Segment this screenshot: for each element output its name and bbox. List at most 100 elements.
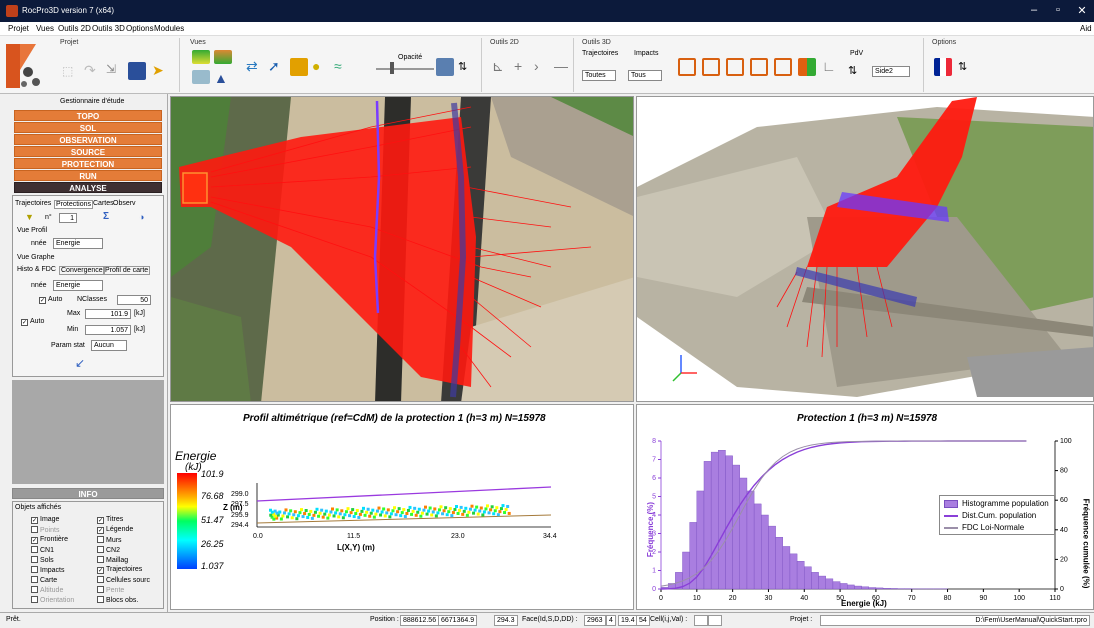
obj-image-checkbox[interactable]: ✓ Image	[31, 516, 60, 524]
histogram-bar	[854, 585, 862, 590]
adjust-icon[interactable]: ⇅	[458, 61, 468, 73]
subtab-observ[interactable]: Observ	[113, 200, 136, 207]
pointer-icon[interactable]: ➚	[268, 58, 280, 74]
open-icon[interactable]: ⇲	[106, 62, 117, 76]
graph-export-icon[interactable]: ↙	[75, 356, 86, 370]
menu-modules[interactable]: Modules	[154, 24, 185, 33]
auto2-checkbox[interactable]: ✓ Auto	[21, 318, 45, 326]
tab-sol[interactable]: SOL	[14, 122, 162, 133]
half-circle-icon[interactable]: ◑	[139, 212, 145, 222]
obj-blocs-obs--checkbox[interactable]: Blocs obs.	[97, 596, 138, 604]
obj-pente-checkbox[interactable]: Pente	[97, 586, 124, 594]
auto-checkbox[interactable]: ✓ Auto	[39, 296, 63, 304]
graph-tab-histo[interactable]: Histo & FDC	[17, 266, 56, 273]
flag-icon[interactable]	[934, 58, 952, 76]
cube-color-icon[interactable]	[798, 58, 816, 76]
pdv-select[interactable]: Side2	[872, 66, 910, 77]
subtab-protections[interactable]: Protections	[54, 200, 94, 209]
subtab-cartes[interactable]: Cartes	[93, 200, 114, 207]
obj-cn1-checkbox[interactable]: CN1	[31, 546, 54, 554]
layer-icon[interactable]: ≈	[334, 58, 342, 74]
refresh-icon[interactable]: ⇄	[246, 58, 258, 74]
filter-icon[interactable]: ▼	[25, 212, 34, 222]
cube-back-icon[interactable]	[750, 58, 768, 76]
impacts-select[interactable]: Tous	[628, 70, 662, 81]
save-icon[interactable]	[128, 62, 146, 80]
x-tick-label: 0	[659, 595, 663, 602]
angle-tool-icon[interactable]: ›	[534, 58, 539, 74]
pdv-adjust-icon[interactable]: ⇅	[848, 65, 858, 77]
cube-front-icon[interactable]	[678, 58, 696, 76]
param-stat-select[interactable]: Aucun	[91, 340, 127, 351]
obj-cellules-sourc-checkbox[interactable]: Cellules sourc	[97, 576, 150, 584]
tab-source[interactable]: SOURCE	[14, 146, 162, 157]
opacity-slider[interactable]	[376, 68, 434, 70]
light-icon[interactable]: ●	[312, 58, 321, 74]
obj-cn2-checkbox[interactable]: CN2	[97, 546, 120, 554]
impact-point	[397, 507, 401, 511]
menu-outils2d[interactable]: Outils 2D	[58, 24, 91, 33]
obj-murs-checkbox[interactable]: Murs	[97, 536, 122, 544]
nclasses-field[interactable]: 50	[117, 295, 151, 305]
obj-l-gende-checkbox[interactable]: ✓ Légende	[97, 526, 134, 534]
min-field[interactable]: 1.057	[85, 325, 131, 335]
tab-topo[interactable]: TOPO	[14, 110, 162, 121]
tab-protection[interactable]: PROTECTION	[14, 158, 162, 169]
obj-sols-checkbox[interactable]: Sols	[31, 556, 54, 564]
subtab-trajectoires[interactable]: Trajectoires	[15, 200, 52, 207]
obj-titres-checkbox[interactable]: ✓ Titres	[97, 516, 124, 524]
cube-right-icon[interactable]	[726, 58, 744, 76]
sigma-icon[interactable]: Σ	[103, 211, 110, 222]
graph-tab-profil-carte[interactable]: Profil de carte	[103, 266, 151, 275]
view-map-icon[interactable]	[214, 50, 232, 64]
trajectoires-select[interactable]: Toutes	[582, 70, 616, 81]
profil-data-select[interactable]: Energie	[53, 238, 103, 249]
obj-altitude-checkbox[interactable]: Altitude	[31, 586, 63, 594]
graph-tab-convergence[interactable]: Convergence	[59, 266, 105, 275]
opacity-slider-handle[interactable]	[390, 62, 394, 74]
options-adjust-icon[interactable]: ⇅	[958, 61, 968, 73]
print-icon[interactable]	[436, 58, 454, 76]
map-view[interactable]	[170, 96, 634, 402]
tab-analyse[interactable]: ANALYSE	[14, 182, 162, 193]
3d-view[interactable]	[636, 96, 1094, 402]
obj-trajectoires-checkbox[interactable]: ✓ Trajectoires	[97, 566, 143, 574]
cube-top-icon[interactable]	[774, 58, 792, 76]
histogram-bar	[703, 461, 712, 590]
menu-aide[interactable]: Aid	[1080, 24, 1092, 33]
obj-impacts-checkbox[interactable]: Impacts	[31, 566, 65, 574]
line-tool-icon[interactable]: —	[554, 58, 568, 74]
max-field[interactable]: 101.9	[85, 309, 131, 319]
cube-left-icon[interactable]	[702, 58, 720, 76]
view-topo-icon[interactable]	[192, 50, 210, 64]
tab-run[interactable]: RUN	[14, 170, 162, 181]
obj-points-checkbox[interactable]: Points	[31, 526, 59, 534]
protection-number-field[interactable]: 1	[59, 213, 77, 223]
redo-icon[interactable]: ↷	[84, 62, 96, 78]
impact-point	[334, 511, 338, 515]
profile-view[interactable]: Profil altimétrique (ref=CdM) de la prot…	[170, 404, 634, 610]
view-graph-icon[interactable]: ▲	[214, 70, 228, 86]
new-icon[interactable]: ⬚	[62, 64, 74, 78]
minimize-button[interactable]: –	[1030, 4, 1038, 16]
info-tab[interactable]: INFO	[12, 488, 164, 499]
histogram-view[interactable]: Protection 1 (h=3 m) N=15978 Fréquence (…	[636, 404, 1094, 610]
obj-carte-checkbox[interactable]: Carte	[31, 576, 57, 584]
obj-orientation-checkbox[interactable]: Orientation	[31, 596, 74, 604]
menu-options[interactable]: Options	[126, 24, 154, 33]
graph-data-select[interactable]: Energie	[53, 280, 103, 291]
profile-tool-icon[interactable]: ⊾	[492, 58, 504, 74]
obj-maillag-checkbox[interactable]: Maillag	[97, 556, 128, 564]
view-profile-icon[interactable]	[192, 70, 210, 84]
obj-fronti-re-checkbox[interactable]: ✓ Frontière	[31, 536, 69, 544]
axis-icon[interactable]: ∟	[822, 58, 836, 74]
export-icon[interactable]: ➤	[152, 62, 164, 78]
menu-outils3d[interactable]: Outils 3D	[92, 24, 125, 33]
close-button[interactable]: ✕	[1077, 5, 1087, 17]
maximize-button[interactable]: ▫	[1056, 4, 1060, 16]
menu-vues[interactable]: Vues	[36, 24, 54, 33]
lock-icon[interactable]	[290, 58, 308, 76]
cross-tool-icon[interactable]: +	[514, 58, 523, 74]
tab-observation[interactable]: OBSERVATION	[14, 134, 162, 145]
menu-projet[interactable]: Projet	[8, 24, 29, 33]
